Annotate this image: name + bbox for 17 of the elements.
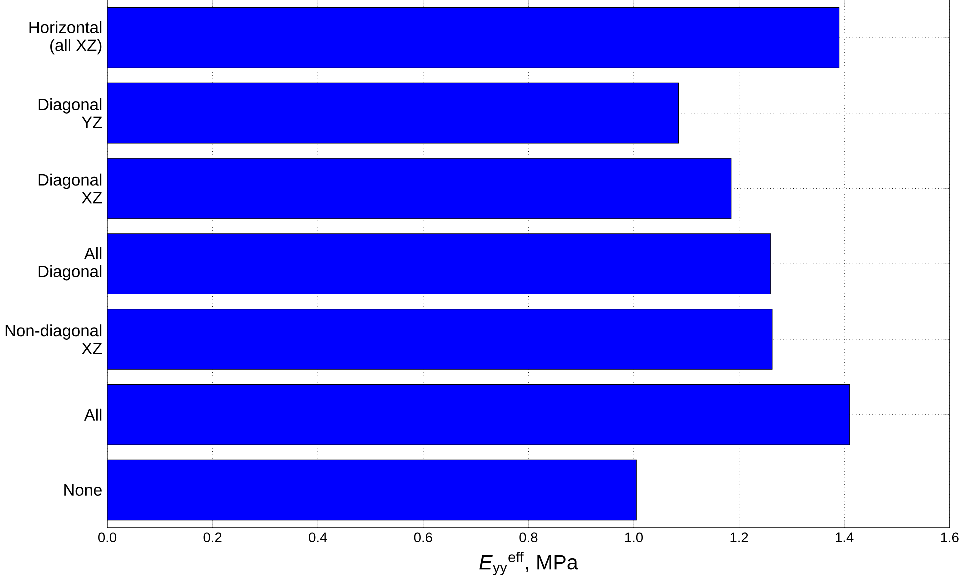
x-tick-label: 0.0 [98,532,117,542]
y-tick-label: Diagonal YZ [38,98,102,128]
x-tick-label: 0.4 [309,532,328,542]
x-tick-label: 1.6 [941,532,959,542]
x-tick-label: 0.8 [520,532,538,542]
y-tick-label: None [64,484,102,496]
x-tick-label: 1.4 [836,532,854,542]
y-tick-label: Horizontal (all XZ) [30,21,102,55]
y-tick-label: All [84,408,102,421]
y-tick-label: Diagonal XZ [38,174,102,204]
y-tick-label: All Diagonal [38,247,102,281]
x-axis-title: E$_{yy}$$^{eff}$, MPa [480,552,578,576]
x-tick-label: 1.2 [730,532,748,542]
x-tick-label: 1.0 [626,532,644,542]
x-tick-label: 0.2 [204,532,222,542]
x-tick-label: 0.6 [414,532,432,542]
y-tick-label: Non-diagonal XZ [6,324,102,354]
